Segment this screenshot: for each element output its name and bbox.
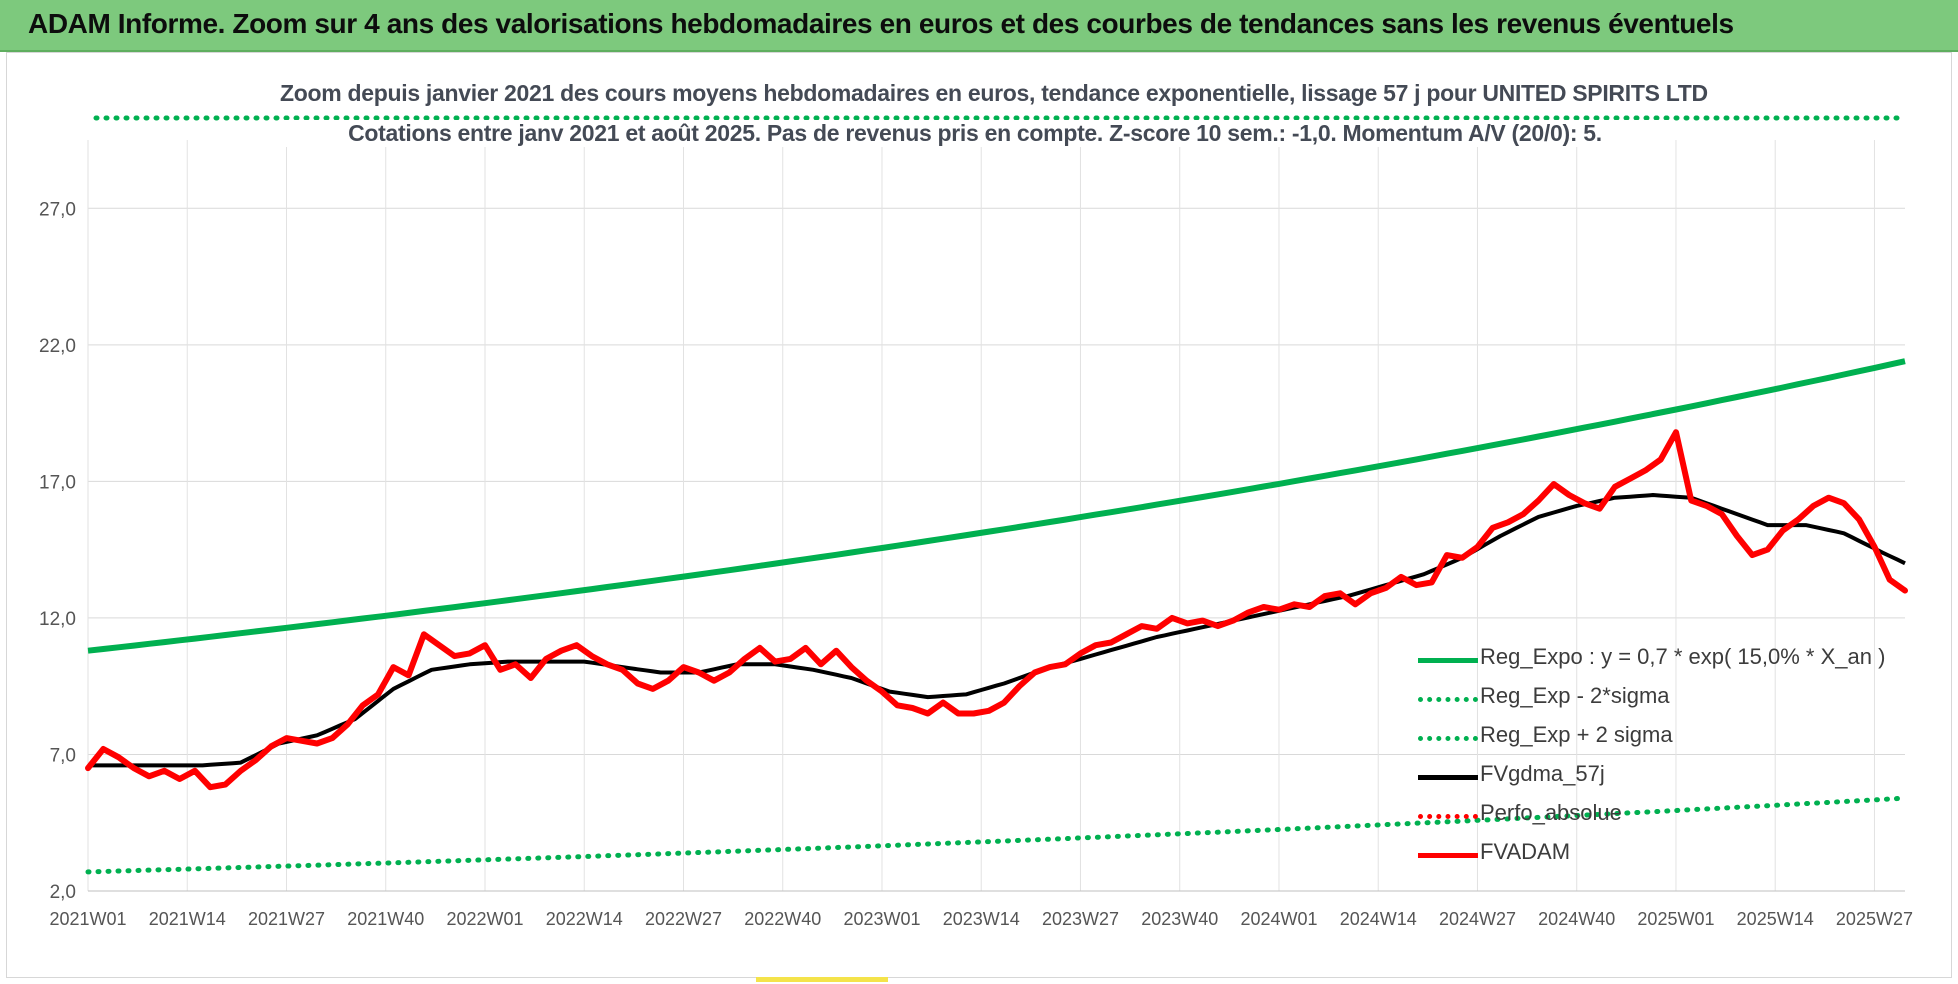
x-tick-label: 2023W27	[1042, 909, 1119, 929]
series-fvadam	[85, 429, 1908, 791]
y-tick-label: 17,0	[39, 472, 76, 493]
series-reg-expo	[87, 358, 1906, 654]
x-tick-label: 2024W27	[1439, 909, 1516, 929]
legend-label: FVgdma_57j	[1480, 761, 1605, 786]
legend-label: Reg_Exp - 2*sigma	[1480, 683, 1670, 708]
chart-title: Zoom depuis janvier 2021 des cours moyen…	[280, 80, 1708, 107]
decorative-accent	[756, 977, 888, 982]
x-tick-label: 2021W01	[49, 909, 126, 929]
legend-label: Reg_Expo : y = 0,7 * exp( 15,0% * X_an )	[1480, 644, 1886, 669]
x-tick-label: 2025W01	[1637, 909, 1714, 929]
x-tick-label: 2022W27	[645, 909, 722, 929]
chart-frame	[6, 52, 1952, 978]
legend-swatch	[1418, 853, 1478, 858]
legend-label: Perfo_absolue	[1480, 800, 1622, 825]
legend-swatch	[1418, 658, 1478, 663]
x-tick-label: 2025W27	[1836, 909, 1913, 929]
legend-item: Reg_Expo : y = 0,7 * exp( 15,0% * X_an )	[1418, 640, 1885, 679]
x-tick-label: 2023W40	[1141, 909, 1218, 929]
y-tick-label: 27,0	[39, 199, 76, 220]
legend-item: Reg_Exp + 2 sigma	[1418, 718, 1878, 757]
x-tick-label: 2021W27	[248, 909, 325, 929]
x-tick-label: 2022W40	[744, 909, 821, 929]
y-tick-label: 2,0	[50, 882, 76, 903]
report-title: ADAM Informe. Zoom sur 4 ans des valoris…	[28, 8, 1734, 39]
legend-item: FVADAM	[1418, 835, 1878, 874]
x-tick-label: 2021W14	[149, 909, 226, 929]
y-tick-label: 7,0	[50, 745, 76, 766]
legend-item: Perfo_absolue	[1418, 796, 1878, 835]
legend-label: FVADAM	[1480, 839, 1571, 864]
legend-swatch	[1418, 697, 1478, 702]
chart-legend: Reg_Expo : y = 0,7 * exp( 15,0% * X_an )…	[1418, 640, 1885, 874]
x-tick-label: 2024W01	[1240, 909, 1317, 929]
series-reg-exp-minus-2sigma	[85, 795, 1908, 875]
x-tick-label: 2024W40	[1538, 909, 1615, 929]
legend-item: FVgdma_57j	[1418, 757, 1878, 796]
legend-swatch	[1418, 736, 1478, 741]
x-tick-label: 2023W14	[943, 909, 1020, 929]
x-tick-label: 2024W14	[1340, 909, 1417, 929]
x-tick-label: 2023W01	[843, 909, 920, 929]
chart-subtitle: Cotations entre janv 2021 et août 2025. …	[280, 120, 1670, 147]
x-tick-label: 2022W14	[546, 909, 623, 929]
x-tick-label: 2021W40	[347, 909, 424, 929]
header-banner: ADAM Informe. Zoom sur 4 ans des valoris…	[0, 0, 1958, 52]
legend-item: Reg_Exp - 2*sigma	[1418, 679, 1878, 718]
y-tick-label: 12,0	[39, 609, 76, 630]
legend-swatch	[1418, 814, 1478, 819]
y-tick-label: 22,0	[39, 336, 76, 357]
legend-label: Reg_Exp + 2 sigma	[1480, 722, 1673, 747]
x-tick-label: 2022W01	[446, 909, 523, 929]
legend-swatch	[1418, 775, 1478, 780]
x-tick-label: 2025W14	[1737, 909, 1814, 929]
